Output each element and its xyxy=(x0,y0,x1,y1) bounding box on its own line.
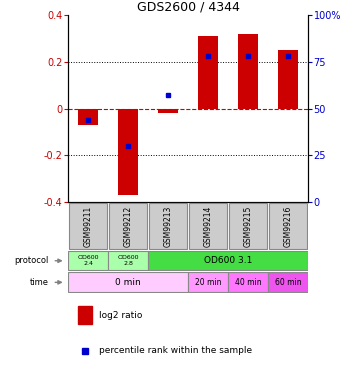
Text: GSM99213: GSM99213 xyxy=(164,206,173,247)
Bar xyxy=(69,203,107,249)
Bar xyxy=(148,251,308,270)
Title: GDS2600 / 4344: GDS2600 / 4344 xyxy=(136,1,239,14)
Text: GSM99215: GSM99215 xyxy=(244,206,252,247)
Text: GSM99211: GSM99211 xyxy=(83,206,92,247)
Bar xyxy=(78,109,98,125)
Bar xyxy=(188,272,227,292)
Bar xyxy=(68,272,188,292)
Bar xyxy=(229,203,267,249)
Bar xyxy=(268,272,308,292)
Text: 60 min: 60 min xyxy=(275,278,301,287)
Text: GSM99212: GSM99212 xyxy=(123,206,132,247)
Bar xyxy=(149,203,187,249)
Text: protocol: protocol xyxy=(14,256,49,265)
Bar xyxy=(158,109,178,113)
Text: OD600 3.1: OD600 3.1 xyxy=(204,256,252,265)
Bar xyxy=(78,306,92,324)
Bar xyxy=(68,251,108,270)
Text: percentile rank within the sample: percentile rank within the sample xyxy=(99,346,252,355)
Text: GSM99214: GSM99214 xyxy=(204,206,213,247)
Text: 0 min: 0 min xyxy=(115,278,141,287)
Bar xyxy=(109,203,147,249)
Bar xyxy=(118,109,138,195)
Bar xyxy=(108,251,148,270)
Bar xyxy=(238,34,258,109)
Text: time: time xyxy=(30,278,49,287)
Bar xyxy=(198,36,218,109)
Bar xyxy=(278,50,298,109)
Text: 20 min: 20 min xyxy=(195,278,221,287)
Bar xyxy=(229,272,268,292)
Text: GSM99216: GSM99216 xyxy=(283,206,292,247)
Text: 40 min: 40 min xyxy=(235,278,261,287)
Text: OD600
2.4: OD600 2.4 xyxy=(77,255,99,266)
Bar xyxy=(189,203,227,249)
Bar xyxy=(269,203,307,249)
Text: OD600
2.8: OD600 2.8 xyxy=(117,255,139,266)
Text: log2 ratio: log2 ratio xyxy=(99,311,143,320)
